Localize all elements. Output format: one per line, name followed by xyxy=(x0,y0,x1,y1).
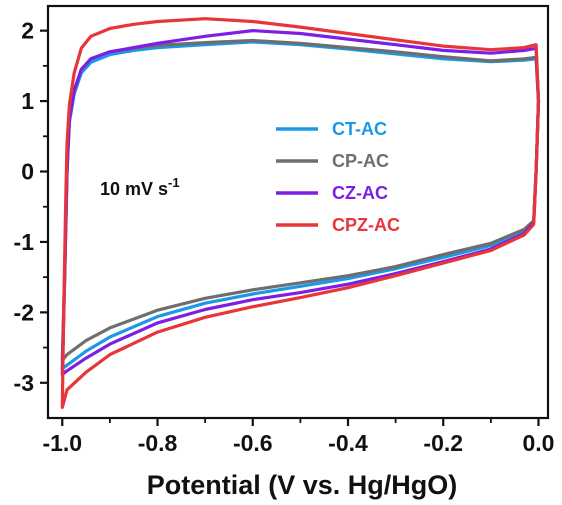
x-tick-label: 0.0 xyxy=(522,430,554,456)
x-tick-label: -1.0 xyxy=(42,430,82,456)
scan-rate-annotation: 10 mV s-1 xyxy=(100,175,180,199)
x-tick-label: -0.2 xyxy=(423,430,463,456)
legend-label-ct-ac: CT-AC xyxy=(332,119,387,139)
y-tick-label: -3 xyxy=(14,370,34,396)
scan-rate-superscript: -1 xyxy=(168,175,180,190)
y-tick-label: -2 xyxy=(14,299,34,325)
legend-label-cpz-ac: CPZ-AC xyxy=(332,215,400,235)
y-tick-label: 1 xyxy=(21,88,34,114)
scan-rate-text: 10 mV s xyxy=(100,179,168,199)
legend-label-cp-ac: CP-AC xyxy=(332,151,389,171)
x-tick-label: -0.6 xyxy=(233,430,273,456)
y-tick-label: -1 xyxy=(14,229,35,255)
x-tick-label: -0.8 xyxy=(138,430,178,456)
x-axis-title: Potential (V vs. Hg/HgO) xyxy=(147,470,458,500)
y-tick-label: 0 xyxy=(21,159,34,185)
y-tick-label: 2 xyxy=(21,18,34,44)
legend-label-cz-ac: CZ-AC xyxy=(332,183,388,203)
x-tick-label: -0.4 xyxy=(328,430,368,456)
